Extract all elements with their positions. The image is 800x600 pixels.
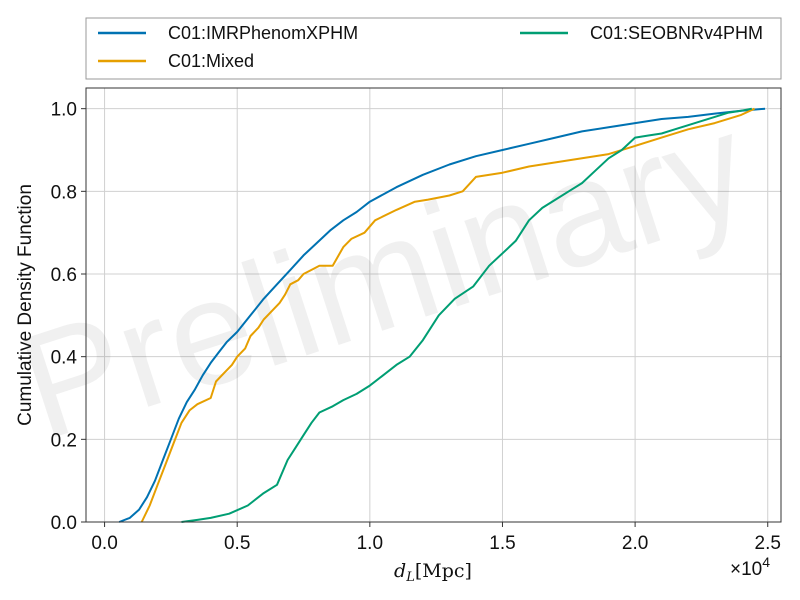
x-tick-label: 0.5 — [224, 533, 250, 554]
series-line-2 — [181, 107, 752, 523]
series-lines — [118, 107, 766, 523]
y-tick-label: 0.8 — [51, 182, 77, 203]
watermark-text: Preliminary — [1, 80, 766, 472]
y-tick-label: 0.6 — [51, 265, 77, 286]
legend-box — [85, 17, 782, 80]
legend-label: C01:IMRPhenomXPHM — [168, 23, 358, 43]
x-tick-label: 2.5 — [755, 533, 781, 554]
x-multiplier-label: ×104 — [730, 554, 770, 580]
series-line-0 — [118, 107, 766, 523]
x-axis-label: dL[Mpc] — [394, 560, 472, 585]
legend-label: C01:Mixed — [168, 51, 254, 71]
y-tick-label: 1.0 — [51, 100, 77, 121]
series-line-1 — [140, 107, 755, 523]
x-tick-label: 2.0 — [622, 533, 648, 554]
axis-ticks: 0.0 0.5 1.0 1.5 2.0 2.5 0.0 0.2 0.4 0.6 0.8 1.0 — [51, 100, 781, 554]
x-tick-label: 1.0 — [357, 533, 383, 554]
plot-frame — [85, 87, 782, 523]
x-tick-label: 0.0 — [91, 533, 117, 554]
y-tick-label: 0.2 — [51, 430, 77, 451]
x-tick-label: 1.5 — [489, 533, 515, 554]
legend: C01:IMRPhenomXPHM C01:Mixed C01:SEOBNRv4PH… — [85, 17, 782, 80]
y-tick-label: 0.4 — [51, 348, 78, 369]
legend-label: C01:SEOBNRv4PHM — [590, 23, 763, 43]
y-tick-label: 0.0 — [51, 513, 77, 534]
y-axis-label: Cumulative Density Function — [15, 184, 36, 426]
